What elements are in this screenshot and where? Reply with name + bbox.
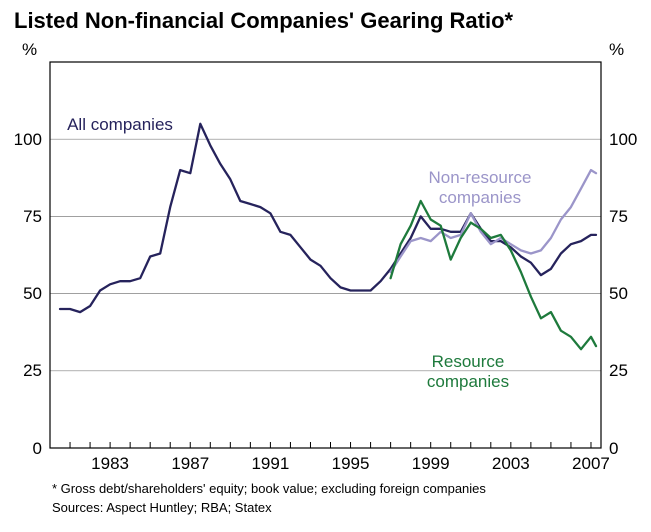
y-tick-left-0: 0	[0, 439, 42, 459]
y-tick-left-25: 25	[0, 361, 42, 381]
x-tick-1987: 1987	[168, 454, 212, 474]
y-tick-right-25: 25	[609, 361, 628, 381]
y-tick-right-50: 50	[609, 284, 628, 304]
y-tick-left-100: 100	[0, 130, 42, 150]
x-tick-2003: 2003	[489, 454, 533, 474]
chart-container: Listed Non-financial Companies' Gearing …	[0, 0, 651, 532]
series-label-all-companies: All companies	[67, 115, 173, 135]
y-tick-right-75: 75	[609, 207, 628, 227]
y-tick-right-100: 100	[609, 130, 637, 150]
x-tick-1999: 1999	[409, 454, 453, 474]
y-unit-right: %	[609, 40, 624, 60]
x-tick-1995: 1995	[329, 454, 373, 474]
series-label-resource-companies: Resourcecompanies	[427, 352, 509, 391]
y-tick-left-50: 50	[0, 284, 42, 304]
x-tick-2007: 2007	[569, 454, 613, 474]
chart-plot	[0, 0, 651, 532]
footnote-1: * Gross debt/shareholders' equity; book …	[52, 481, 486, 496]
y-unit-left: %	[22, 40, 37, 60]
series-label-non-resource-companies: Non-resourcecompanies	[429, 168, 532, 207]
x-tick-1991: 1991	[248, 454, 292, 474]
x-tick-1983: 1983	[88, 454, 132, 474]
footnote-2: Sources: Aspect Huntley; RBA; Statex	[52, 500, 272, 515]
y-tick-left-75: 75	[0, 207, 42, 227]
